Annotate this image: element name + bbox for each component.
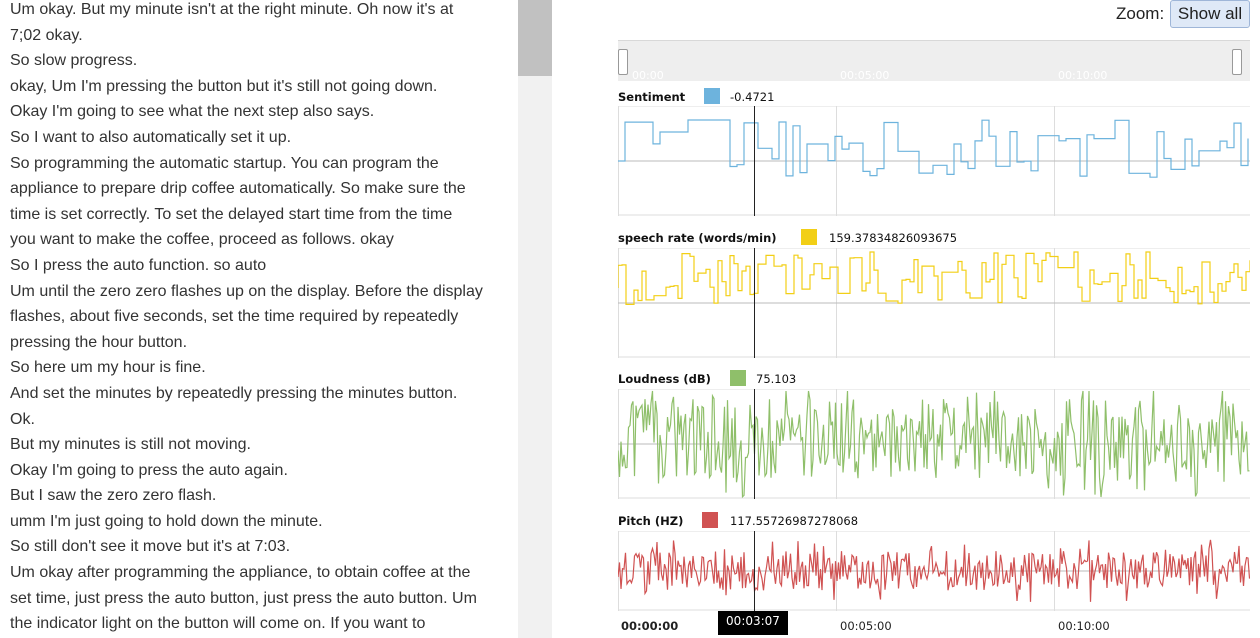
transcript-line: But my minutes is still not moving.: [10, 436, 251, 454]
transcript-line: flashes, about five seconds, set the tim…: [10, 308, 459, 326]
transcript-panel[interactable]: Um okay. But my minute isn't at the righ…: [0, 0, 518, 638]
scrollbar-thumb[interactable]: [518, 0, 552, 76]
transcript-line: umm I'm just going to hold down the minu…: [10, 512, 323, 530]
transcript-lines: Um okay. But my minute isn't at the righ…: [0, 0, 518, 637]
transcript-line: But I saw the zero zero flash.: [10, 487, 217, 505]
transcript-line: So I press the auto function. so auto: [10, 256, 267, 274]
playhead-time-label: 00:03:07: [718, 611, 788, 635]
series-line: [618, 119, 1249, 178]
time-tick: 00:10:00: [1058, 619, 1110, 633]
transcript-line: And set the minutes by repeatedly pressi…: [10, 384, 458, 402]
loudness-swatch: [730, 370, 746, 386]
transcript-line: So I want to also automatically set it u…: [10, 128, 292, 146]
pitch-chart[interactable]: [618, 531, 1250, 611]
timeline-navigator[interactable]: 00:00 00:05:00 00:10:00: [618, 40, 1250, 82]
time-axis: 00:00:00 00:05:00 00:10:00: [618, 612, 1260, 638]
transcript-line: Okay I'm going to see what the next step…: [10, 103, 375, 121]
loudness-value: 75.103: [756, 372, 797, 386]
chart-title: Sentiment: [618, 90, 686, 104]
sentiment-swatch: [704, 88, 720, 104]
transcript-line: Um until the zero zero flashes up on the…: [10, 282, 483, 300]
series-line: [618, 539, 1250, 602]
transcript-line: 7;02 okay.: [10, 26, 83, 44]
transcript-line: Ok.: [10, 410, 35, 428]
transcript-line: the indicator light on the button will c…: [10, 615, 426, 633]
transcript-line: Okay I'm going to press the auto again.: [10, 461, 288, 479]
transcript-line: Um okay. But my minute isn't at the righ…: [10, 1, 454, 18]
navigator-right-handle[interactable]: [1232, 49, 1242, 75]
speech-rate-swatch: [801, 229, 817, 245]
transcript-line: time is set correctly. To set the delaye…: [10, 205, 453, 223]
loudness-chart[interactable]: [618, 389, 1250, 499]
transcript-scrollbar[interactable]: [518, 0, 552, 638]
transcript-line: appliance to prepare drip coffee automat…: [10, 180, 466, 198]
transcript-line: So still don't see it move but it's at 7…: [10, 538, 291, 556]
pitch-value: 117.55726987278068: [730, 514, 859, 528]
chart-title: Loudness (dB): [618, 372, 711, 386]
transcript-line: pressing the hour button.: [10, 333, 188, 351]
time-tick: 00:05:00: [840, 619, 892, 633]
pitch-swatch: [702, 512, 718, 528]
transcript-line: Um okay after programming the appliance,…: [10, 564, 471, 582]
time-tick: 00:00:00: [621, 619, 679, 633]
transcript-line: So here um my hour is fine.: [10, 359, 206, 377]
transcript-line: So programming the automatic startup. Yo…: [10, 154, 439, 172]
series-line: [618, 390, 1250, 499]
transcript-line: set time, just press the auto button, ju…: [10, 589, 477, 607]
series-line: [618, 251, 1250, 305]
chart-title: Pitch (HZ): [618, 514, 684, 528]
show-all-button[interactable]: Show all: [1170, 0, 1250, 28]
sentiment-chart[interactable]: [618, 106, 1250, 216]
transcript-line: So slow progress.: [10, 52, 138, 70]
navigator-left-handle[interactable]: [618, 49, 628, 75]
sentiment-value: -0.4721: [730, 90, 775, 104]
speech-rate-value: 159.37834826093675: [829, 231, 958, 245]
zoom-label: Zoom:: [1116, 4, 1165, 23]
speech-rate-chart[interactable]: [618, 248, 1250, 358]
transcript-line: you want to make the coffee, proceed as …: [10, 231, 394, 249]
navigator-tick: 00:00: [632, 69, 664, 82]
navigator-tick: 00:05:00: [840, 69, 890, 82]
navigator-tick: 00:10:00: [1058, 69, 1108, 82]
transcript-line: okay, Um I'm pressing the button but it'…: [10, 77, 438, 95]
chart-title: speech rate (words/min): [618, 231, 777, 245]
